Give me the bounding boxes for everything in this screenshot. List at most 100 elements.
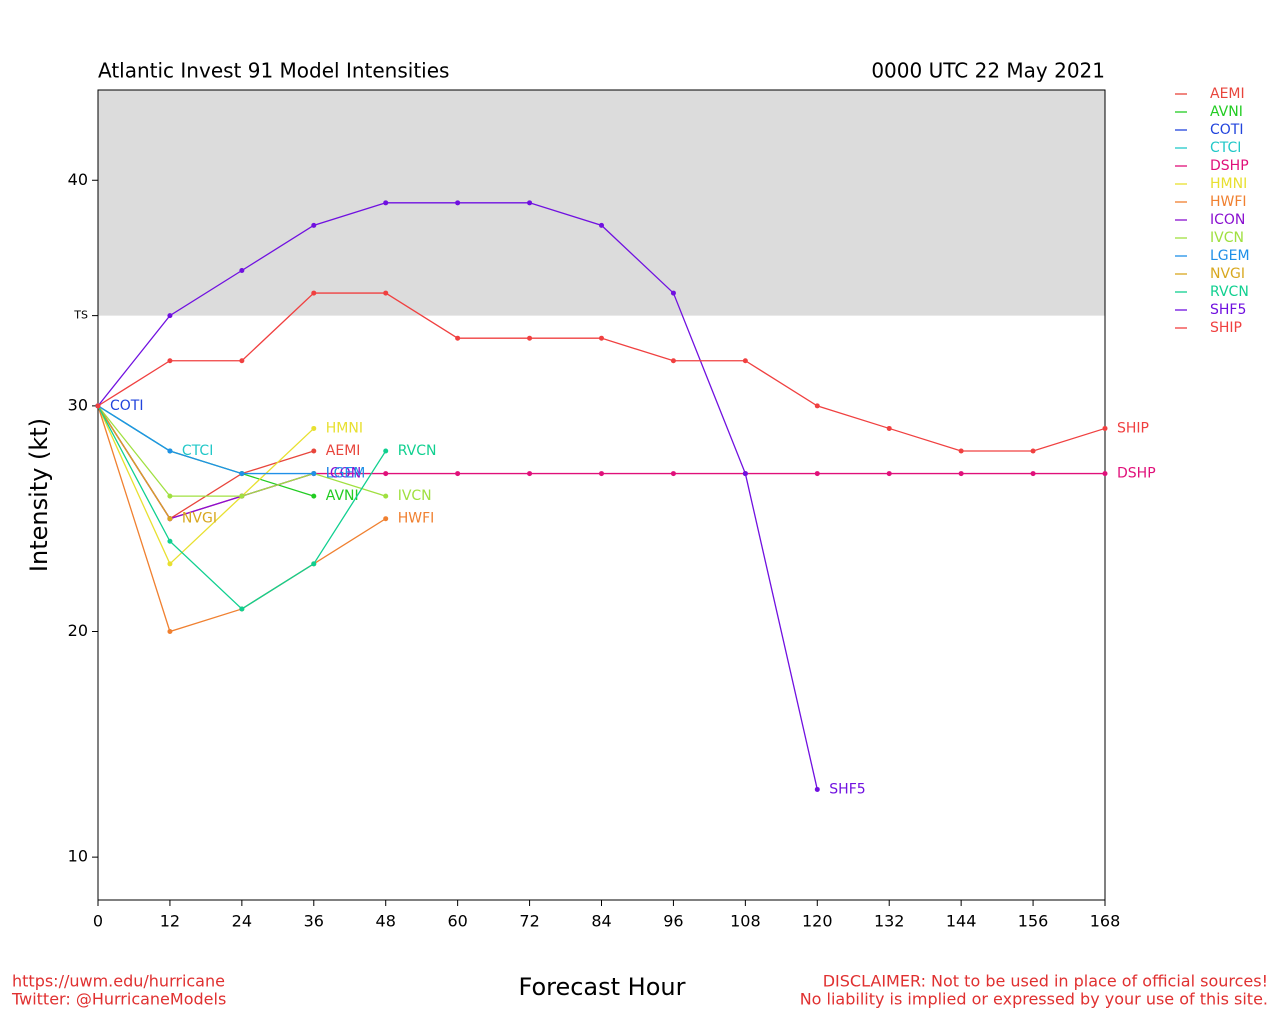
chart-title: Atlantic Invest 91 Model Intensities bbox=[98, 59, 449, 83]
data-point bbox=[670, 290, 676, 296]
ts-band bbox=[98, 90, 1105, 316]
y-tick-label: 10 bbox=[68, 847, 88, 866]
data-point bbox=[527, 200, 533, 206]
data-point bbox=[167, 538, 173, 544]
series-line bbox=[97, 292, 1106, 452]
x-tick-label: 48 bbox=[376, 912, 396, 931]
data-point bbox=[670, 471, 676, 477]
series-end-label: CTCI bbox=[182, 443, 213, 459]
data-point bbox=[958, 448, 964, 454]
data-point bbox=[383, 471, 389, 477]
legend-label: DSHP bbox=[1210, 158, 1249, 174]
data-point bbox=[1102, 471, 1108, 477]
data-point bbox=[1030, 471, 1036, 477]
legend-label: HWFI bbox=[1210, 194, 1247, 210]
data-point bbox=[383, 493, 389, 499]
x-tick-label: 0 bbox=[93, 912, 103, 931]
footer-right: DISCLAIMER: Not to be used in place of o… bbox=[823, 972, 1268, 991]
x-tick-label: 168 bbox=[1090, 912, 1121, 931]
series-end-label: DSHP bbox=[1117, 466, 1156, 482]
data-point bbox=[742, 358, 748, 364]
series-end-label: AEMI bbox=[326, 443, 361, 459]
legend-label: AVNI bbox=[1210, 104, 1243, 120]
data-point bbox=[383, 516, 389, 522]
data-point bbox=[95, 403, 101, 409]
legend-label: NVGI bbox=[1210, 266, 1245, 282]
data-point bbox=[814, 403, 820, 409]
data-point bbox=[311, 222, 317, 228]
series-line bbox=[97, 405, 315, 565]
series-end-label: SHF5 bbox=[829, 781, 865, 797]
data-point bbox=[527, 471, 533, 477]
x-tick-label: 84 bbox=[591, 912, 611, 931]
data-point bbox=[455, 471, 461, 477]
data-point bbox=[455, 335, 461, 341]
legend-label: AEMI bbox=[1210, 86, 1245, 102]
legend-label: SHF5 bbox=[1210, 302, 1246, 318]
x-tick-label: 24 bbox=[232, 912, 252, 931]
x-tick-label: 144 bbox=[946, 912, 977, 931]
data-point bbox=[167, 358, 173, 364]
series-end-label: AVNI bbox=[326, 488, 359, 504]
series-end-label: SHIP bbox=[1117, 420, 1149, 436]
data-point bbox=[167, 448, 173, 454]
x-tick-label: 156 bbox=[1018, 912, 1049, 931]
legend-label: ICON bbox=[1210, 212, 1245, 228]
series-end-label: LGEM bbox=[326, 466, 366, 482]
data-point bbox=[814, 786, 820, 792]
data-point bbox=[239, 268, 245, 274]
data-point bbox=[383, 290, 389, 296]
chart-subtitle: 0000 UTC 22 May 2021 bbox=[871, 59, 1105, 83]
data-point bbox=[599, 222, 604, 228]
legend-label: HMNI bbox=[1210, 176, 1247, 192]
data-point bbox=[455, 200, 461, 206]
data-point bbox=[1102, 425, 1108, 431]
y-tick-label: 20 bbox=[68, 621, 88, 640]
legend-label: CTCI bbox=[1210, 140, 1241, 156]
y-axis-label: Intensity (kt) bbox=[25, 418, 53, 572]
series-end-label: RVCN bbox=[398, 443, 437, 459]
data-point bbox=[311, 471, 317, 477]
legend-label: LGEM bbox=[1210, 248, 1250, 264]
footer-right: No liability is implied or expressed by … bbox=[800, 990, 1268, 1009]
data-point bbox=[958, 471, 964, 477]
data-point bbox=[670, 358, 676, 364]
x-tick-label: 96 bbox=[663, 912, 683, 931]
data-point bbox=[886, 471, 892, 477]
data-point bbox=[167, 493, 173, 499]
data-point bbox=[239, 471, 245, 477]
data-point bbox=[167, 313, 173, 319]
data-point bbox=[311, 448, 317, 454]
y-tick-label: 40 bbox=[68, 170, 88, 189]
legend-label: IVCN bbox=[1210, 230, 1244, 246]
x-tick-label: 36 bbox=[304, 912, 324, 931]
series-end-label: HMNI bbox=[326, 420, 363, 436]
data-point bbox=[814, 471, 820, 477]
footer-left: Twitter: @HurricaneModels bbox=[11, 990, 226, 1009]
legend-label: RVCN bbox=[1210, 284, 1249, 300]
data-point bbox=[1030, 448, 1036, 454]
series-end-label: HWFI bbox=[398, 511, 435, 527]
data-point bbox=[311, 493, 317, 499]
series-end-label: IVCN bbox=[398, 488, 432, 504]
legend-label: SHIP bbox=[1210, 320, 1242, 336]
data-point bbox=[886, 425, 892, 431]
data-point bbox=[311, 425, 317, 431]
data-point bbox=[167, 629, 173, 635]
data-point bbox=[311, 561, 317, 567]
data-point bbox=[599, 471, 604, 477]
series-line bbox=[97, 405, 171, 520]
data-point bbox=[167, 561, 173, 567]
footer-left: https://uwm.edu/hurricane bbox=[12, 972, 225, 991]
data-point bbox=[167, 516, 173, 522]
data-point bbox=[742, 471, 748, 477]
x-tick-label: 132 bbox=[874, 912, 905, 931]
series-end-label: COTI bbox=[110, 398, 143, 414]
x-tick-label: 12 bbox=[160, 912, 180, 931]
series-line bbox=[97, 405, 314, 475]
data-point bbox=[239, 606, 245, 612]
data-point bbox=[383, 200, 389, 206]
x-tick-label: 108 bbox=[730, 912, 761, 931]
x-tick-label: 60 bbox=[447, 912, 467, 931]
